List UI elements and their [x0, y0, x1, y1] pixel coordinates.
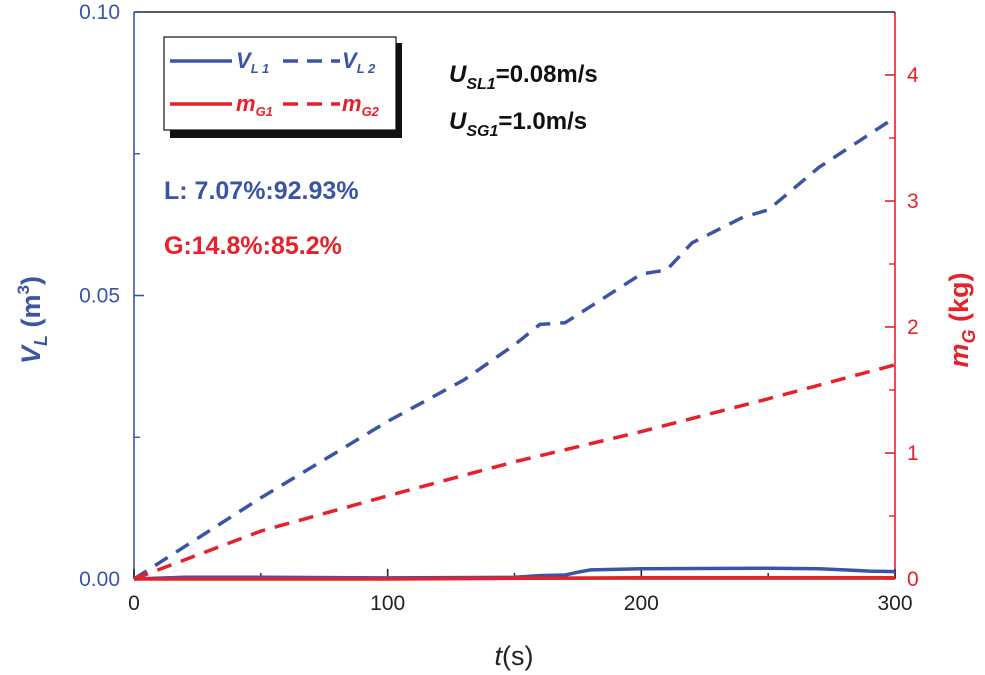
right-y-axis-label: mG (kg)	[944, 272, 979, 367]
right-tick-label: 3	[907, 190, 919, 213]
legend: VL 1 VL 2 mG1 mG2	[163, 36, 402, 138]
left-y-axis-label: VL (m3)	[14, 276, 51, 364]
x-axis-label: t(s)	[495, 641, 534, 671]
x-tick-label: 300	[877, 592, 912, 615]
left-tick-label: 0.00	[79, 568, 120, 591]
legend-label-mg1: mG1	[236, 91, 273, 119]
legend-label-vl2: VL 2	[342, 48, 376, 76]
series-line-m-g1	[134, 575, 895, 581]
left-tick-label: 0.05	[79, 285, 120, 308]
annotation-usg: USG1=1.0m/s	[449, 108, 587, 140]
series-line-v-l2	[133, 116, 896, 581]
right-tick-label: 2	[907, 316, 919, 339]
legend-label-mg2: mG2	[342, 91, 380, 119]
annotation-gas-split: G:14.8%:85.2%	[164, 232, 342, 260]
right-tick-label: 0	[907, 568, 919, 591]
right-tick-label: 1	[907, 442, 919, 465]
right-tick-label: 4	[907, 64, 919, 87]
legend-label-vl1: VL 1	[236, 48, 269, 76]
legend-box	[163, 36, 397, 131]
x-tick-label: 100	[370, 592, 405, 615]
series-line-m-g2	[133, 363, 896, 581]
x-tick-label: 0	[128, 592, 140, 615]
annotation-usl: USL1=0.08m/s	[449, 61, 598, 93]
left-tick-label: 0.10	[79, 1, 120, 24]
x-tick-label: 200	[624, 592, 659, 615]
annotation-liquid-split: L: 7.07%:92.93%	[164, 177, 359, 205]
